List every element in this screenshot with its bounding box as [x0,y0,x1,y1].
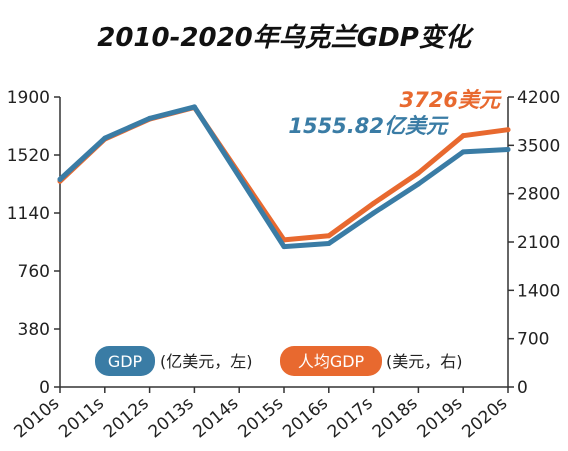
x-tick-label: 2010s [10,393,63,442]
x-tick-label: 2017s [324,393,377,442]
left-axis-ticks: 0 380 760 1140 1520 1900 [7,88,60,398]
legend: GDP (亿美元，左) 人均GDP (美元，右) [95,346,463,376]
chart-title: 2010-2020年乌克兰GDP变化 [97,23,474,53]
data-point-gdp [505,147,511,153]
legend-swatch-gdp [95,346,155,376]
left-tick-label: 380 [18,320,50,340]
data-point-gdp [191,104,197,110]
x-tick-label: 2020s [458,393,511,442]
legend-note-per-capita-gdp: (美元，右) [386,352,463,371]
data-point-gdp [57,176,63,182]
x-tick-label: 2014s [190,393,243,442]
annotation-gdp: 1555.82亿美元 [288,114,449,138]
right-tick-label: 3500 [517,136,560,156]
data-point-gdp [102,135,108,141]
legend-label-gdp: GDP [108,352,143,371]
data-point-gdp [281,244,287,250]
left-tick-label: 1900 [7,88,50,108]
left-tick-label: 1520 [7,146,50,166]
annotation-per-capita-gdp: 3726美元 [400,88,502,112]
data-point-per-capita-gdp [415,170,421,176]
right-tick-label: 0 [517,378,528,398]
right-tick-label: 2800 [517,185,560,205]
data-point-per-capita-gdp [326,233,332,239]
left-tick-label: 760 [18,262,50,282]
x-tick-label: 2015s [234,393,287,442]
data-point-gdp [460,149,466,155]
x-axis-ticks: 2010s2011s2012s2013s2014s2015s2016s2017s… [10,387,511,442]
x-tick-label: 2011s [55,393,108,442]
right-tick-label: 700 [517,330,549,350]
right-axis-ticks: 0 700 1400 2100 2800 3500 4200 [508,88,560,398]
right-tick-label: 2100 [517,233,560,253]
left-tick-label: 1140 [7,204,50,224]
series-layer [57,104,511,250]
data-point-gdp [147,115,153,121]
legend-note-gdp: (亿美元，左) [160,352,253,371]
x-tick-label: 2018s [369,393,422,442]
right-tick-label: 4200 [517,88,560,108]
data-point-per-capita-gdp [505,127,511,133]
data-point-gdp [371,210,377,216]
x-tick-label: 2013s [145,393,198,442]
legend-label-per-capita-gdp: 人均GDP [298,352,365,371]
left-tick-label: 0 [39,378,50,398]
data-point-gdp [415,181,421,187]
x-tick-label: 2016s [279,393,332,442]
data-point-per-capita-gdp [460,133,466,139]
right-tick-label: 1400 [517,281,560,301]
legend-swatch-per-capita-gdp [280,346,382,376]
data-point-per-capita-gdp [371,200,377,206]
x-tick-label: 2019s [414,393,467,442]
x-tick-label: 2012s [100,393,153,442]
series-line-gdp [57,104,511,250]
data-point-gdp [326,241,332,247]
